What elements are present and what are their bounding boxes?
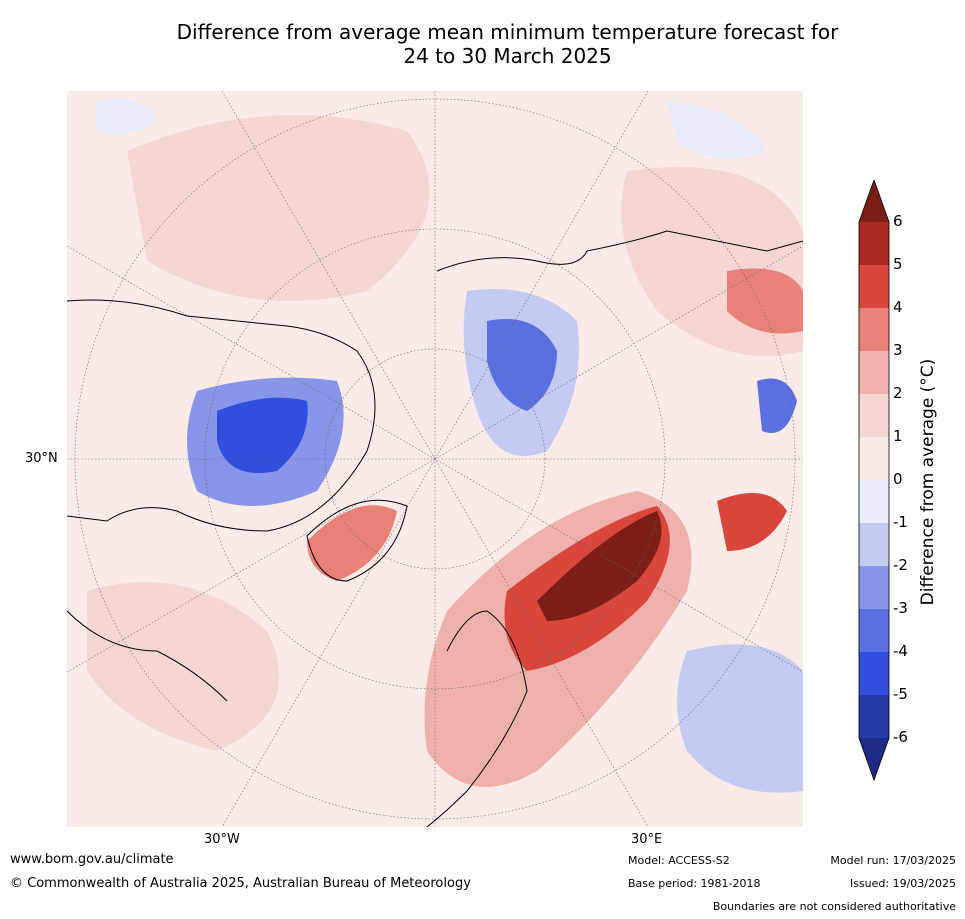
model-run: Model run: 17/03/2025 [830, 854, 956, 867]
colorbar [858, 180, 890, 782]
forecast-map [67, 91, 803, 827]
anomaly-fields [87, 98, 803, 793]
coastlines [67, 230, 803, 827]
issued-date: Issued: 19/03/2025 [849, 877, 956, 890]
colorbar-label: Difference from average (°C) [918, 358, 938, 606]
colorbar-tick-label: 4 [893, 298, 903, 316]
longitude-label-30w: 30°W [204, 832, 240, 847]
base-period: Base period: 1981-2018 [628, 877, 761, 890]
cool-anomaly-asia [677, 644, 803, 793]
colorbar-tick-label: 0 [893, 470, 903, 488]
warm-anomaly-siberia [717, 493, 787, 551]
title-line-2: 24 to 30 March 2025 [403, 44, 612, 68]
colorbar-segment [859, 609, 889, 652]
colorbar-segment [859, 265, 889, 308]
colorbar-tick-label: -5 [893, 685, 908, 703]
colorbar-tick-label: -3 [893, 599, 908, 617]
warm-patch-atlantic [87, 582, 280, 751]
cool-patch-pacific [97, 98, 157, 135]
latitude-label-30n: 30°N [25, 451, 58, 466]
website-link[interactable]: www.bom.gov.au/climate [10, 852, 174, 867]
colorbar-segment [859, 566, 889, 609]
cold-anomaly-scandinavia-core [487, 319, 557, 411]
title-line-1: Difference from average mean minimum tem… [176, 20, 839, 44]
copyright-notice: © Commonwealth of Australia 2025, Austra… [10, 876, 471, 891]
map-canvas [67, 91, 803, 827]
colorbar-tick-label: -6 [893, 728, 908, 746]
warm-anomaly-east [727, 268, 803, 334]
colorbar-segment [859, 222, 889, 265]
colorbar-segment [859, 695, 889, 738]
colorbar-tick-label: 5 [893, 255, 903, 273]
colorbar-extend-bottom [859, 738, 889, 780]
colorbar-tick-label: 2 [893, 384, 903, 402]
colorbar-tick-label: -1 [893, 513, 908, 531]
map-title: Difference from average mean minimum tem… [100, 20, 915, 68]
warm-patch-pacific [127, 115, 430, 301]
graticule [67, 91, 803, 827]
colorbar-tick-label: 1 [893, 427, 903, 445]
warm-anomaly-greenland [307, 505, 397, 581]
colorbar-segment [859, 523, 889, 566]
cool-patch-northeast [667, 101, 767, 159]
cool-anomaly-east [757, 378, 797, 433]
colorbar-extend-top [859, 180, 889, 222]
colorbar-segment [859, 351, 889, 394]
colorbar-tick-label: 6 [893, 212, 903, 230]
colorbar-tick-label: -4 [893, 642, 908, 660]
colorbar-outline [858, 180, 890, 782]
colorbar-tick-label: -2 [893, 556, 908, 574]
colorbar-segment [859, 308, 889, 351]
colorbar-segment [859, 652, 889, 695]
boundaries-disclaimer: Boundaries are not considered authoritat… [712, 900, 956, 913]
colorbar-tick-label: 3 [893, 341, 903, 359]
cold-anomaly-canada-core [217, 397, 308, 473]
model-info: Model: ACCESS-S2 [628, 854, 730, 867]
warm-anomaly-europe-core [537, 511, 662, 621]
colorbar-segment [859, 437, 889, 480]
colorbar-segment [859, 394, 889, 437]
longitude-label-30e: 30°E [631, 832, 663, 847]
colorbar-segment [859, 480, 889, 523]
